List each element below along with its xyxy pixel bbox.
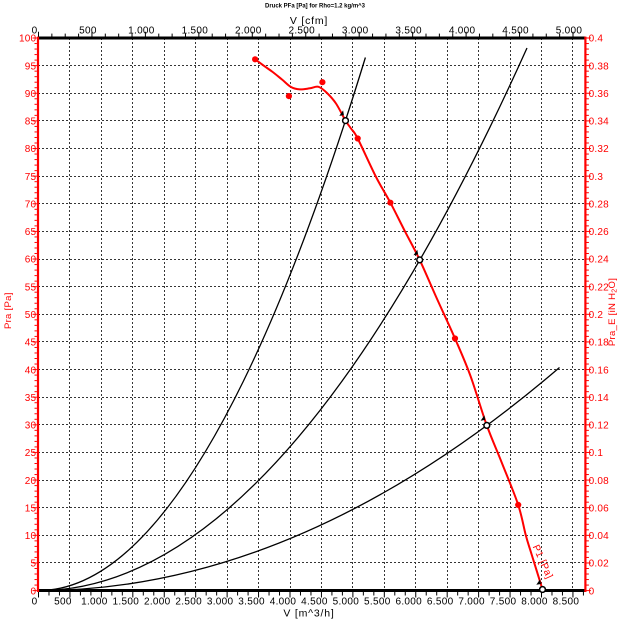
svg-text:2.500: 2.500 — [288, 25, 315, 36]
svg-text:4.000: 4.000 — [270, 597, 297, 608]
svg-text:0.16: 0.16 — [589, 365, 610, 376]
svg-text:3.500: 3.500 — [395, 25, 422, 36]
svg-text:0.34: 0.34 — [589, 117, 610, 128]
svg-text:30: 30 — [25, 421, 37, 432]
svg-text:0.38: 0.38 — [589, 61, 610, 72]
svg-text:Pra [Pa]: Pra [Pa] — [3, 292, 14, 329]
svg-text:0.22: 0.22 — [589, 282, 610, 293]
svg-text:7.000: 7.000 — [458, 597, 485, 608]
svg-text:2.000: 2.000 — [235, 25, 262, 36]
svg-text:1.500: 1.500 — [113, 597, 140, 608]
svg-text:5.500: 5.500 — [364, 597, 391, 608]
svg-text:100: 100 — [19, 34, 37, 45]
svg-text:Pra_E [iN H2O]: Pra_E [iN H2O] — [607, 278, 619, 346]
svg-text:V [m^3/h]: V [m^3/h] — [283, 608, 334, 620]
svg-text:45: 45 — [25, 338, 37, 349]
svg-text:0.02: 0.02 — [589, 559, 610, 570]
svg-text:0: 0 — [32, 597, 38, 608]
svg-text:75: 75 — [25, 172, 37, 183]
svg-text:95: 95 — [25, 61, 37, 72]
svg-text:0.04: 0.04 — [589, 531, 610, 542]
svg-text:0.12: 0.12 — [589, 421, 610, 432]
svg-text:80: 80 — [25, 144, 37, 155]
svg-text:500: 500 — [54, 597, 72, 608]
svg-text:5.000: 5.000 — [556, 25, 583, 36]
svg-text:15: 15 — [25, 503, 37, 514]
svg-text:Druck PFa [Pa] for Rho=1.2 kg/: Druck PFa [Pa] for Rho=1.2 kg/m^3 — [265, 4, 366, 10]
svg-text:50: 50 — [25, 310, 37, 321]
svg-text:65: 65 — [25, 227, 37, 238]
svg-text:6.500: 6.500 — [427, 597, 454, 608]
svg-text:0.1: 0.1 — [589, 448, 604, 459]
svg-text:1.000: 1.000 — [81, 597, 108, 608]
svg-text:0.14: 0.14 — [589, 393, 610, 404]
svg-text:500: 500 — [79, 25, 97, 36]
svg-text:5: 5 — [31, 559, 37, 570]
svg-text:70: 70 — [25, 199, 37, 210]
svg-text:20: 20 — [25, 476, 37, 487]
svg-text:2.500: 2.500 — [175, 597, 202, 608]
svg-text:4.500: 4.500 — [301, 597, 328, 608]
svg-text:8.000: 8.000 — [521, 597, 548, 608]
svg-text:0.3: 0.3 — [589, 172, 604, 183]
svg-text:25: 25 — [25, 448, 37, 459]
svg-text:0.4: 0.4 — [589, 34, 604, 45]
svg-text:1.000: 1.000 — [128, 25, 155, 36]
svg-text:35: 35 — [25, 393, 37, 404]
svg-text:0.26: 0.26 — [589, 227, 610, 238]
svg-text:0.28: 0.28 — [589, 199, 610, 210]
svg-text:3.500: 3.500 — [238, 597, 265, 608]
svg-text:1.500: 1.500 — [182, 25, 209, 36]
svg-text:6.000: 6.000 — [395, 597, 422, 608]
svg-text:3.000: 3.000 — [207, 597, 234, 608]
svg-text:0: 0 — [589, 586, 595, 597]
svg-text:0: 0 — [32, 25, 38, 36]
svg-text:0.18: 0.18 — [589, 338, 610, 349]
svg-text:0.08: 0.08 — [589, 476, 610, 487]
svg-text:5.000: 5.000 — [333, 597, 360, 608]
svg-text:85: 85 — [25, 117, 37, 128]
svg-text:0.32: 0.32 — [589, 144, 610, 155]
svg-text:8.500: 8.500 — [553, 597, 580, 608]
svg-text:55: 55 — [25, 282, 37, 293]
svg-text:4.000: 4.000 — [449, 25, 476, 36]
svg-text:10: 10 — [25, 531, 37, 542]
svg-text:2.000: 2.000 — [144, 597, 171, 608]
svg-text:V [cfm]: V [cfm] — [290, 15, 328, 27]
svg-text:0: 0 — [31, 586, 37, 597]
svg-text:0.06: 0.06 — [589, 503, 610, 514]
svg-text:0.2: 0.2 — [589, 310, 604, 321]
svg-text:90: 90 — [25, 89, 37, 100]
svg-text:0.24: 0.24 — [589, 255, 610, 266]
svg-text:3.000: 3.000 — [342, 25, 369, 36]
svg-text:0.36: 0.36 — [589, 89, 610, 100]
svg-text:7.500: 7.500 — [490, 597, 517, 608]
svg-text:40: 40 — [25, 365, 37, 376]
svg-text:60: 60 — [25, 255, 37, 266]
svg-text:4.500: 4.500 — [502, 25, 529, 36]
